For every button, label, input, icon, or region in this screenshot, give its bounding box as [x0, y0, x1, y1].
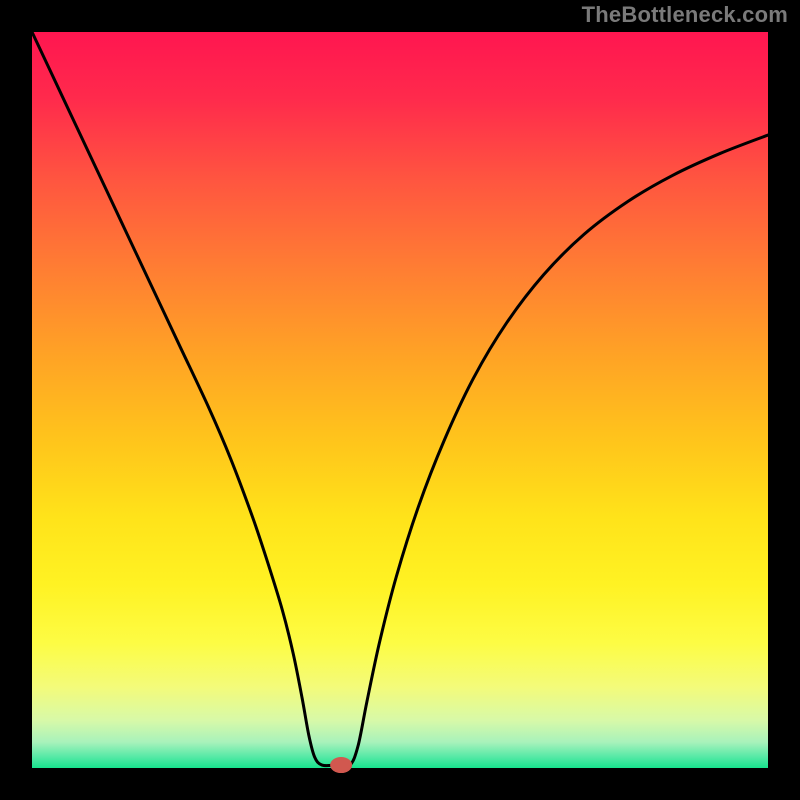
optimum-marker: [330, 757, 352, 773]
bottleneck-chart: [0, 0, 800, 800]
chart-container: { "watermark": { "text": "TheBottleneck.…: [0, 0, 800, 800]
watermark-text: TheBottleneck.com: [582, 2, 788, 28]
plot-background: [32, 32, 768, 768]
